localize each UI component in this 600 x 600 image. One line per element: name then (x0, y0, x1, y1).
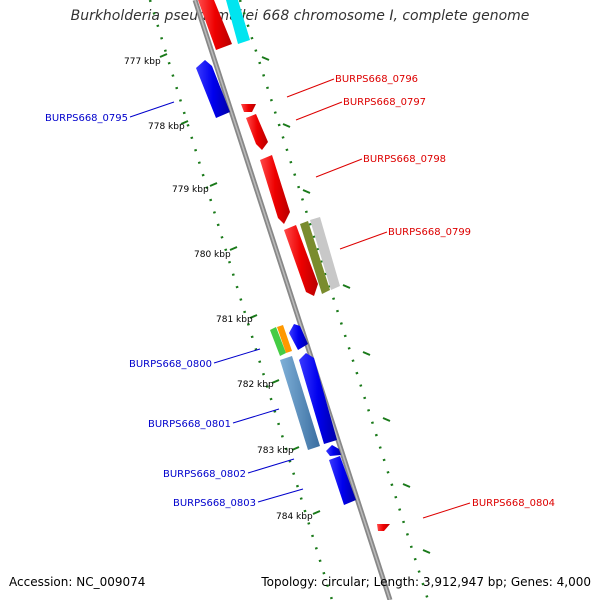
leader-line-0804 (422, 502, 471, 519)
gene-label-0795[interactable]: BURPS668_0795 (45, 113, 128, 124)
gene-BURPS668_0800-cds-orange[interactable] (277, 325, 292, 353)
gene-BURPS668_0799-cds-grey[interactable] (310, 217, 340, 290)
ruler-tick (382, 417, 391, 422)
ruler-tick (312, 510, 321, 515)
gene-BURPS668_0801[interactable] (280, 356, 320, 450)
ruler-tick (180, 120, 189, 125)
dotted-track-inner (148, 0, 334, 600)
ruler-tick (282, 123, 291, 128)
ruler-label: 778 kbp (148, 122, 185, 132)
backbone-highlight (194, 0, 391, 600)
gene-label-0800[interactable]: BURPS668_0800 (129, 359, 212, 370)
ruler-tick (302, 189, 311, 194)
gene-label-0796[interactable]: BURPS668_0796 (335, 74, 418, 85)
gene-label-0803[interactable]: BURPS668_0803 (173, 498, 256, 509)
leader-line-0796 (286, 78, 335, 98)
gene-BURPS668_0803-b[interactable] (329, 456, 356, 505)
ruler-label: 780 kbp (194, 250, 231, 260)
gene-BURPS668_0803[interactable] (326, 445, 341, 456)
ruler-tick (209, 182, 218, 187)
ruler-tick (229, 246, 238, 251)
leader-line-0799 (339, 231, 388, 250)
ruler-label: 779 kbp (172, 185, 209, 195)
gene-label-0804[interactable]: BURPS668_0804 (472, 498, 555, 509)
gene-BURPS668_0798[interactable] (260, 155, 290, 224)
leader-line-0797 (295, 101, 343, 121)
ruler-label: 782 kbp (237, 380, 274, 390)
gene-partial-top-red[interactable] (198, 0, 232, 50)
leader-line-0802 (247, 458, 295, 474)
gene-BURPS668_0799[interactable] (284, 225, 318, 296)
ruler-tick (261, 56, 270, 61)
accession-label: Accession: NC_009074 (9, 575, 146, 589)
leader-line-0795 (129, 101, 175, 118)
ruler-tick (159, 53, 168, 58)
leader-line-0798 (315, 158, 363, 178)
ruler-tick (422, 549, 431, 554)
gene-BURPS668_0797[interactable] (246, 114, 268, 150)
gene-BURPS668_0800[interactable] (289, 324, 308, 350)
ruler-label: 781 kbp (216, 315, 253, 325)
gene-BURPS668_0799-cds-green[interactable] (300, 221, 330, 294)
ruler-tick (342, 284, 351, 289)
leader-line-0803 (257, 488, 304, 503)
gene-BURPS668_0804[interactable] (377, 524, 390, 531)
ruler-label: 777 kbp (124, 57, 161, 67)
gene-BURPS668_0802[interactable] (299, 353, 337, 444)
gene-label-0797[interactable]: BURPS668_0797 (343, 97, 426, 108)
gene-label-0802[interactable]: BURPS668_0802 (163, 469, 246, 480)
gene-partial-top-cyan[interactable] (226, 0, 250, 44)
ruler-tick (362, 351, 371, 356)
ruler-label: 784 kbp (276, 512, 313, 522)
gene-label-0799[interactable]: BURPS668_0799 (388, 227, 471, 238)
ruler-label: 783 kbp (257, 446, 294, 456)
ruler-tick (291, 446, 300, 451)
leader-line-0801 (232, 408, 280, 424)
ruler-tick (249, 314, 258, 319)
gene-label-0801[interactable]: BURPS668_0801 (148, 419, 231, 430)
ruler-tick (402, 483, 411, 488)
leader-line-0800 (213, 348, 261, 364)
gene-BURPS668_0795[interactable] (196, 60, 230, 118)
dotted-track-outer (238, 0, 430, 600)
ruler-tick (271, 379, 280, 384)
map-title: Burkholderia pseudomallei 668 chromosome… (70, 8, 530, 24)
topology-label: Topology: circular; Length: 3,912,947 bp… (261, 575, 591, 589)
gene-label-0798[interactable]: BURPS668_0798 (363, 154, 446, 165)
gene-BURPS668_0800-cds-green[interactable] (270, 327, 286, 356)
gene-BURPS668_0796[interactable] (241, 104, 256, 112)
